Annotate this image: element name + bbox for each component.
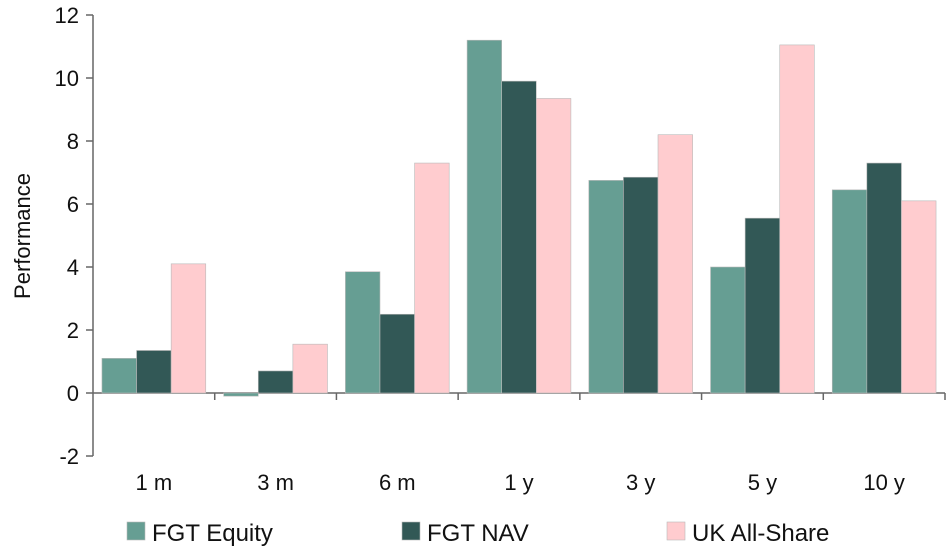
y-tick-label: -2 <box>59 444 79 469</box>
y-axis-label: Performance <box>10 173 35 299</box>
x-tick-label: 1 m <box>136 470 173 495</box>
bar <box>501 80 537 394</box>
y-tick-label: 2 <box>67 318 79 343</box>
bar <box>101 358 137 394</box>
bar <box>414 162 450 394</box>
bar <box>744 217 781 394</box>
y-tick-label: 8 <box>67 129 79 154</box>
y-tick-label: 10 <box>55 66 79 91</box>
x-tick-label: 5 y <box>748 470 777 495</box>
bar <box>657 134 693 394</box>
legend: FGT Equity FGT NAV UK All-Share <box>126 520 829 547</box>
bar <box>466 39 503 394</box>
x-tick-label: 3 y <box>626 470 655 495</box>
y-tick-label: 4 <box>67 255 79 280</box>
bar <box>379 313 415 394</box>
bar <box>831 189 868 394</box>
bar <box>223 392 259 397</box>
bar <box>710 266 746 394</box>
legend-swatch <box>401 521 421 541</box>
y-tick-label: 0 <box>67 381 79 406</box>
bar <box>257 370 294 394</box>
x-tick-label: 10 y <box>863 470 905 495</box>
bar <box>588 180 624 394</box>
bar <box>535 98 572 394</box>
bar <box>901 200 937 394</box>
legend-swatch <box>666 521 686 541</box>
x-tick-label: 3 m <box>257 470 294 495</box>
x-tick-label: 1 y <box>504 470 533 495</box>
legend-label: FGT Equity <box>152 520 273 547</box>
bar <box>136 350 172 394</box>
bar <box>866 162 902 394</box>
legend-label: UK All-Share <box>692 520 829 547</box>
bar <box>345 271 381 394</box>
y-tick-label: 6 <box>67 192 79 217</box>
bar <box>779 44 815 394</box>
plot-area: -2 0 2 4 6 8 10 12 1 m 3 m 6 m 1 y 3 y 5 y 10 y <box>55 3 946 495</box>
y-tick-label: 12 <box>55 3 79 28</box>
bar <box>623 176 659 394</box>
legend-label: FGT NAV <box>427 520 529 547</box>
bar <box>292 343 328 394</box>
bar <box>170 263 207 394</box>
x-tick-label: 6 m <box>379 470 416 495</box>
legend-swatch <box>126 521 146 541</box>
